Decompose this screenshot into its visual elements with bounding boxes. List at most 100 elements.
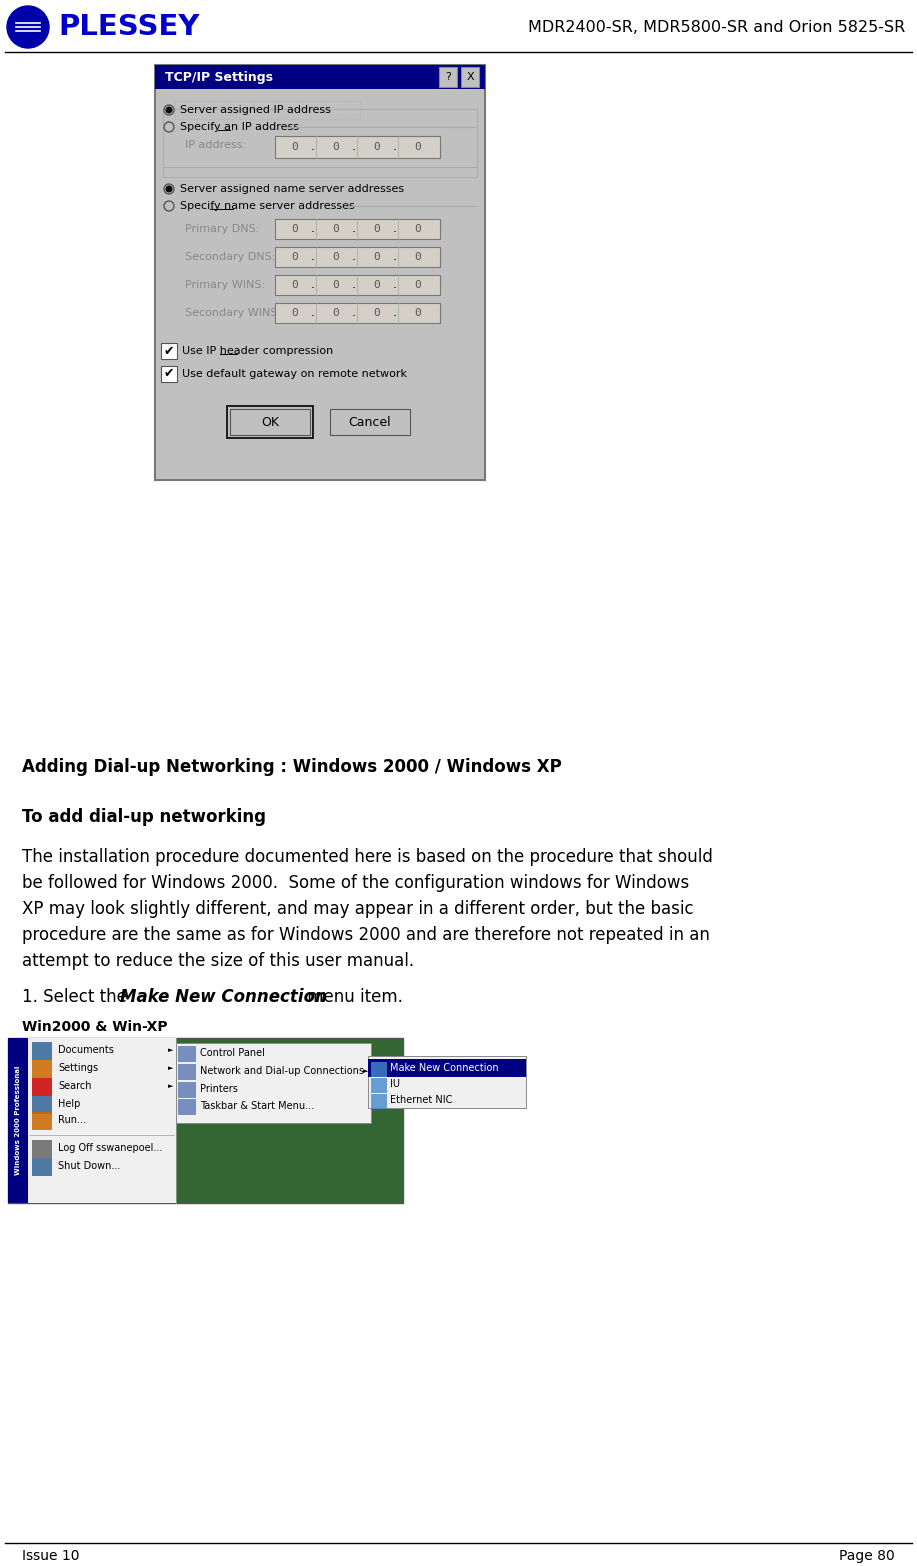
Text: .: . bbox=[311, 307, 315, 319]
Text: .: . bbox=[393, 251, 397, 263]
Text: Log Off sswanepoel...: Log Off sswanepoel... bbox=[58, 1143, 162, 1153]
Text: 0: 0 bbox=[292, 143, 298, 152]
Text: ✔: ✔ bbox=[164, 368, 174, 381]
Circle shape bbox=[164, 200, 174, 211]
Bar bbox=[175, 100, 360, 119]
Text: .: . bbox=[352, 141, 356, 153]
Text: ►: ► bbox=[168, 1065, 173, 1071]
Text: Specify an IP address: Specify an IP address bbox=[180, 122, 299, 132]
Bar bbox=[330, 409, 410, 435]
Bar bbox=[371, 1095, 387, 1109]
Text: ✔: ✔ bbox=[164, 345, 174, 357]
Text: Make New Connection: Make New Connection bbox=[390, 1063, 499, 1073]
Bar bbox=[230, 409, 310, 435]
Text: Primary WINS:: Primary WINS: bbox=[185, 280, 265, 290]
Text: Control Panel: Control Panel bbox=[200, 1048, 265, 1059]
Text: IU: IU bbox=[390, 1079, 400, 1088]
Bar bbox=[32, 1041, 52, 1060]
Text: 0: 0 bbox=[373, 143, 381, 152]
Text: 0: 0 bbox=[333, 252, 339, 262]
Bar bbox=[227, 406, 313, 438]
Text: Server assigned IP address: Server assigned IP address bbox=[180, 105, 331, 114]
Text: Make New Connection: Make New Connection bbox=[120, 988, 326, 1005]
Text: 0: 0 bbox=[373, 280, 381, 290]
Text: PLESSEY: PLESSEY bbox=[58, 13, 199, 41]
Text: ?: ? bbox=[445, 72, 451, 81]
Text: .: . bbox=[352, 251, 356, 263]
Text: 0: 0 bbox=[373, 252, 381, 262]
Text: Settings: Settings bbox=[58, 1063, 98, 1073]
Text: Adding Dial-up Networking : Windows 2000 / Windows XP: Adding Dial-up Networking : Windows 2000… bbox=[22, 758, 562, 777]
Text: ►: ► bbox=[168, 1084, 173, 1088]
Bar bbox=[178, 1099, 196, 1115]
Text: Issue 10: Issue 10 bbox=[22, 1549, 80, 1563]
Text: X: X bbox=[466, 72, 474, 81]
Bar bbox=[155, 66, 485, 89]
Bar bbox=[275, 247, 440, 266]
Bar bbox=[178, 1046, 196, 1062]
Text: Run...: Run... bbox=[58, 1115, 86, 1124]
Bar bbox=[155, 66, 485, 481]
Bar bbox=[178, 1063, 196, 1081]
Text: To add dial-up networking: To add dial-up networking bbox=[22, 808, 266, 825]
Text: Specify name server addresses: Specify name server addresses bbox=[180, 200, 355, 211]
Text: .: . bbox=[311, 141, 315, 153]
Text: Secondary DNS:: Secondary DNS: bbox=[185, 252, 275, 262]
Bar bbox=[32, 1157, 52, 1176]
Text: .: . bbox=[311, 251, 315, 263]
Circle shape bbox=[166, 106, 171, 113]
Bar bbox=[32, 1112, 52, 1131]
Text: .: . bbox=[393, 222, 397, 235]
Text: .: . bbox=[393, 141, 397, 153]
Text: Use default gateway on remote network: Use default gateway on remote network bbox=[182, 370, 407, 379]
Text: The installation procedure documented here is based on the procedure that should: The installation procedure documented he… bbox=[22, 849, 713, 866]
Text: Server assigned name server addresses: Server assigned name server addresses bbox=[180, 183, 404, 194]
Bar bbox=[439, 67, 457, 88]
Text: ►: ► bbox=[168, 1048, 173, 1052]
Text: Taskbar & Start Menu...: Taskbar & Start Menu... bbox=[200, 1101, 315, 1110]
Text: 0: 0 bbox=[333, 143, 339, 152]
Text: Documents: Documents bbox=[58, 1045, 114, 1055]
Bar bbox=[161, 343, 177, 359]
Text: Search: Search bbox=[58, 1081, 92, 1092]
Bar bbox=[32, 1140, 52, 1157]
Text: Secondary WINS:: Secondary WINS: bbox=[185, 309, 282, 318]
Bar bbox=[8, 1038, 403, 1203]
Bar bbox=[275, 302, 440, 323]
Text: Cancel: Cancel bbox=[348, 415, 392, 429]
Text: 0: 0 bbox=[373, 224, 381, 233]
Text: 0: 0 bbox=[292, 224, 298, 233]
Text: 0: 0 bbox=[414, 252, 422, 262]
Text: Printers: Printers bbox=[200, 1084, 238, 1095]
Text: .: . bbox=[352, 307, 356, 319]
Text: 1. Select the: 1. Select the bbox=[22, 988, 132, 1005]
Text: .: . bbox=[393, 279, 397, 291]
Bar bbox=[32, 1060, 52, 1077]
Circle shape bbox=[166, 186, 171, 191]
Bar bbox=[176, 1043, 371, 1123]
Bar bbox=[371, 1062, 387, 1077]
Text: MDR2400-SR, MDR5800-SR and Orion 5825-SR: MDR2400-SR, MDR5800-SR and Orion 5825-SR bbox=[528, 19, 905, 34]
Bar bbox=[178, 1082, 196, 1098]
Circle shape bbox=[7, 6, 49, 49]
Text: .: . bbox=[393, 307, 397, 319]
Bar bbox=[371, 1077, 387, 1093]
Text: 0: 0 bbox=[414, 143, 422, 152]
Text: .: . bbox=[311, 279, 315, 291]
Text: 0: 0 bbox=[333, 309, 339, 318]
Text: IP address:: IP address: bbox=[185, 139, 246, 150]
Bar bbox=[368, 1059, 526, 1077]
Text: 0: 0 bbox=[333, 224, 339, 233]
Text: OK: OK bbox=[261, 415, 279, 429]
Text: menu item.: menu item. bbox=[302, 988, 403, 1005]
Text: Win2000 & Win-XP: Win2000 & Win-XP bbox=[22, 1019, 168, 1034]
Bar bbox=[32, 1096, 52, 1113]
Text: .: . bbox=[352, 222, 356, 235]
Text: Windows 2000 Professional: Windows 2000 Professional bbox=[15, 1066, 21, 1174]
Text: 0: 0 bbox=[333, 280, 339, 290]
Text: 0: 0 bbox=[292, 280, 298, 290]
Text: procedure are the same as for Windows 2000 and are therefore not repeated in an: procedure are the same as for Windows 20… bbox=[22, 926, 710, 944]
Bar bbox=[28, 1038, 176, 1203]
Bar bbox=[368, 1055, 526, 1109]
Text: 0: 0 bbox=[414, 280, 422, 290]
